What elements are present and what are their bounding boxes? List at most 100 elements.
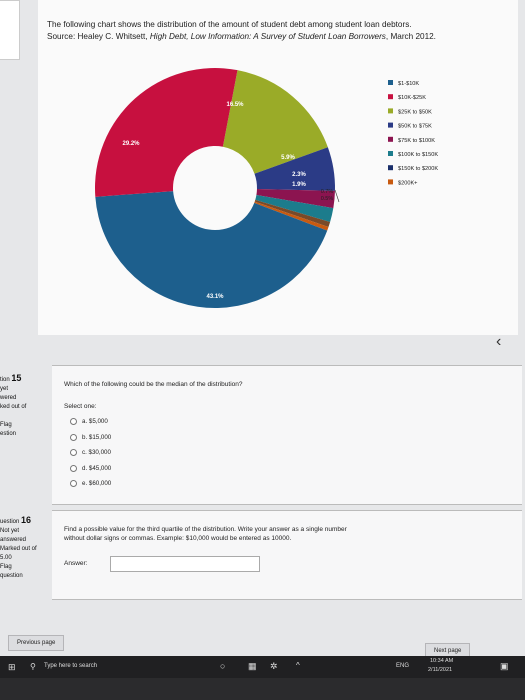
q16navlines-line: Marked out of <box>0 546 37 552</box>
slice-label: 29.2% <box>122 141 140 147</box>
pie-slice <box>222 70 328 174</box>
q16navlines-line: Not yet <box>0 528 20 534</box>
search-icon[interactable]: ⚲ <box>30 662 36 671</box>
q16-answer-label: Answer: <box>64 560 88 567</box>
q15-option[interactable]: b. $15,000 <box>70 433 112 441</box>
pie-slice <box>95 191 328 308</box>
chevron-left-icon[interactable]: ‹ <box>496 333 502 350</box>
legend-swatch <box>388 136 393 142</box>
legend-label: $75K to $100K <box>398 138 435 144</box>
radio-icon[interactable] <box>70 433 77 441</box>
left-panel-edge <box>0 0 20 60</box>
q15-option-label: e. $60,000 <box>82 480 112 487</box>
pie-slice <box>254 147 335 191</box>
windows-icon[interactable]: ⊞ <box>8 662 16 672</box>
q15-select-label: Select one: <box>64 403 97 410</box>
task-view-icon[interactable]: ▦ <box>248 661 257 671</box>
tray-up-icon[interactable]: ^ <box>296 661 300 670</box>
q15navlines-line[interactable]: Flag <box>0 422 12 428</box>
legend-item: $10K-$25K <box>388 94 426 101</box>
q15-option-label: a. $5,000 <box>82 418 108 425</box>
q16-prefix: uestion <box>0 519 20 525</box>
q16-info: uestion 16 Not yet answered Marked out of 5… <box>0 516 40 581</box>
legend-swatch <box>388 94 393 100</box>
pie-slice <box>95 68 238 197</box>
q15-option-label: b. $15,000 <box>82 433 112 441</box>
radio-icon[interactable] <box>70 464 77 472</box>
slice-label: 43.1% <box>206 294 224 300</box>
leader-line <box>334 189 340 203</box>
q15-question: Which of the following could be the medi… <box>64 381 243 388</box>
legend-item: $150K to $200K <box>388 165 438 172</box>
quiz-page: The following chart shows the distributi… <box>0 0 525 656</box>
legend-swatch <box>388 80 393 85</box>
q15-option[interactable]: c. $30,000 <box>70 449 111 456</box>
cortana-icon[interactable]: ○ <box>220 661 226 671</box>
clock-date[interactable]: 2/11/2021 <box>428 667 453 673</box>
legend-swatch <box>388 179 393 185</box>
q16-card <box>52 510 522 600</box>
q16-number: 16 <box>21 515 32 525</box>
q16navlines-line: answered <box>0 537 27 543</box>
slice-label: 1.9% <box>292 182 306 188</box>
taskbar: ⊞ ⚲ Type here to search ○ ▦ ✲ ^ ENG 10:3… <box>0 656 525 678</box>
slice-label: 0.7% <box>321 189 334 195</box>
radio-icon[interactable] <box>70 480 77 487</box>
q15-card <box>52 365 522 505</box>
q15navlines-line <box>0 412 40 421</box>
q16navlines-line[interactable]: Flag <box>0 564 12 570</box>
radio-icon[interactable] <box>70 449 77 456</box>
previous-page-button[interactable]: Previous page <box>8 635 65 651</box>
q16navlines-line: 5.00 <box>0 555 12 561</box>
q15-status: yet wered ked out of Flag estion <box>0 385 40 439</box>
taskbar-search-input[interactable]: Type here to search <box>44 663 98 669</box>
q15navlines-line: yet <box>0 386 9 392</box>
slice-label: 2.3% <box>292 172 306 178</box>
legend-item: $50K to $75K <box>388 122 432 130</box>
q15-number: 15 <box>11 373 22 383</box>
q15navlines-line: ked out of <box>0 404 27 410</box>
q16-question-line1: Find a possible value for the third quar… <box>64 526 347 533</box>
intro-text: The following chart shows the distributi… <box>47 20 412 29</box>
legend-swatch <box>388 122 393 128</box>
legend-label: $25K to $50K <box>398 109 432 115</box>
settings-icon[interactable]: ✲ <box>270 661 278 671</box>
slice-label: 0.5% <box>321 196 334 202</box>
q15navlines-line: wered <box>0 395 17 401</box>
slice-label: 5.9% <box>281 155 295 161</box>
legend-swatch <box>388 165 393 171</box>
legend-item: $75K to $100K <box>388 136 435 144</box>
pie-slice <box>254 199 331 228</box>
q15-option[interactable]: d. $45,000 <box>70 464 112 472</box>
q16-question-line2: without dollar signs or commas. Example:… <box>64 535 292 542</box>
clock-time[interactable]: 10:34 AM <box>430 658 454 664</box>
legend-label: $200K+ <box>398 180 417 186</box>
q16navlines-line[interactable]: question <box>0 573 23 579</box>
q15navlines-line[interactable]: estion <box>0 431 17 437</box>
pie-slice <box>255 195 334 223</box>
next-page-button[interactable]: Next page <box>425 643 471 656</box>
legend-label: $100K to $150K <box>398 152 438 158</box>
legend-label: $1-$10K <box>398 81 419 87</box>
q16-answer-input[interactable] <box>110 556 260 572</box>
q15-option[interactable]: a. $5,000 <box>70 418 108 425</box>
language-indicator[interactable]: ENG <box>396 663 410 669</box>
legend-swatch <box>388 108 393 114</box>
slice-label: 16.5% <box>226 102 244 108</box>
legend-label: $10K-$25K <box>398 95 426 101</box>
q15-option[interactable]: e. $60,000 <box>70 480 111 487</box>
donut-chart: 43.1% 29.2% 16.5% 5.9% 2.3% 1.9% 0.7%0.5% $1-$1… <box>95 68 438 308</box>
pie-slice <box>254 201 329 231</box>
legend-label: $150K to $200K <box>398 166 438 172</box>
legend-swatch <box>388 151 393 156</box>
q15-option-label: d. $45,000 <box>82 464 112 472</box>
legend-item: $200K+ <box>388 179 417 186</box>
pie-slice <box>256 188 335 209</box>
legend-item: $25K to $50K <box>388 108 432 115</box>
notification-icon[interactable]: ▣ <box>500 661 509 671</box>
q15-info: tion 15 yet wered ked out of Flag estion <box>0 374 40 439</box>
legend-item: $100K to $150K <box>388 151 438 158</box>
q15-option-label: c. $30,000 <box>82 449 111 456</box>
radio-icon[interactable] <box>70 418 77 425</box>
q15-prefix: tion <box>0 377 12 383</box>
